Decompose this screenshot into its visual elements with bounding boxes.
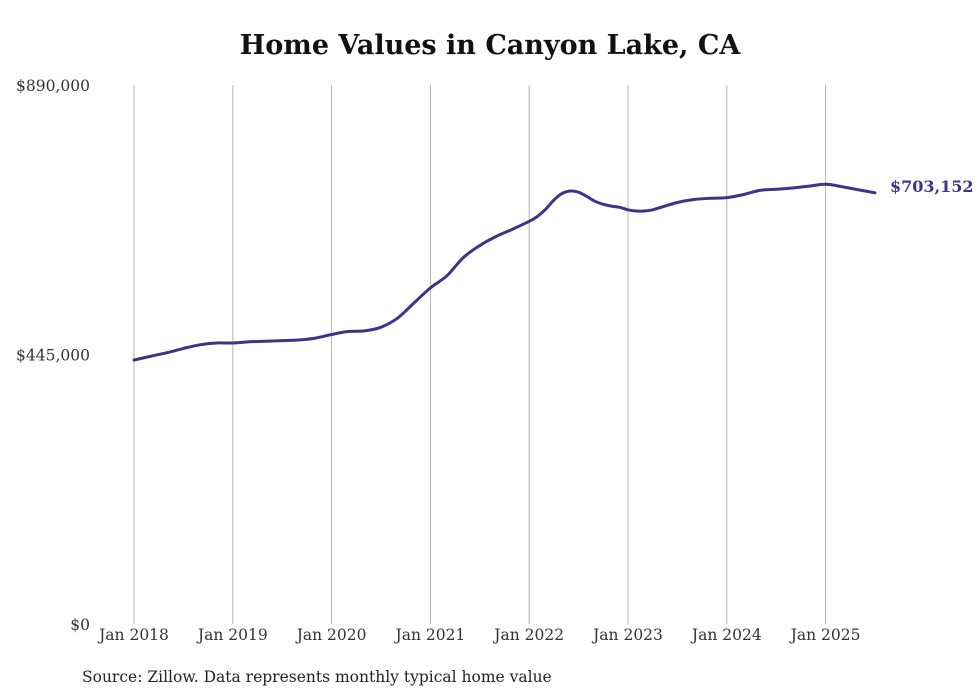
end-value-label: $703,152 <box>890 177 974 196</box>
x-tick-label: Jan 2022 <box>492 626 564 644</box>
x-tick-label: Jan 2018 <box>97 626 169 644</box>
x-tick-label: Jan 2025 <box>789 626 861 644</box>
end-label-layer: $703,152 <box>890 177 974 196</box>
x-axis-ticks: Jan 2018 Jan 2019 Jan 2020 Jan 2021 Jan 2022… <box>97 626 860 644</box>
y-tick-label: $890,000 <box>16 77 90 95</box>
gridlines <box>133 85 827 624</box>
y-tick-label: $445,000 <box>16 347 90 365</box>
series-layer <box>132 182 877 362</box>
x-tick-label: Jan 2021 <box>393 626 465 644</box>
y-axis-ticks: $0 $445,000 $890,000 <box>16 77 90 634</box>
source-note: Source: Zillow. Data represents monthly … <box>82 668 552 686</box>
chart-title: Home Values in Canyon Lake, CA <box>239 30 741 61</box>
x-tick-label: Jan 2023 <box>591 626 663 644</box>
x-tick-label: Jan 2020 <box>295 626 367 644</box>
x-tick-label: Jan 2024 <box>690 626 762 644</box>
x-tick-label: Jan 2019 <box>196 626 268 644</box>
y-tick-label: $0 <box>70 616 90 634</box>
series-line-home-value <box>132 182 877 362</box>
